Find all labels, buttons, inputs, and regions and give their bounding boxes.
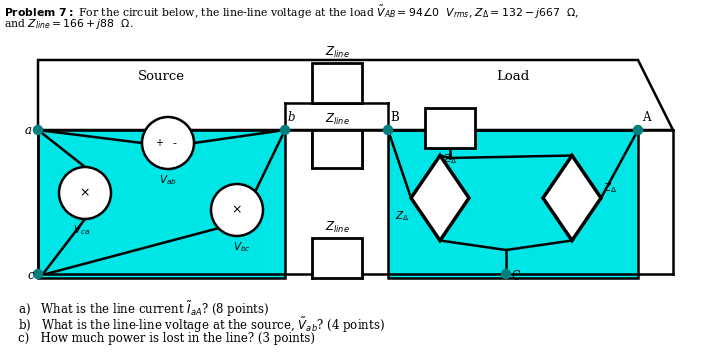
Text: ×: × [232, 203, 242, 217]
Bar [425, 108, 475, 148]
Circle shape [280, 126, 289, 135]
Polygon shape [38, 60, 673, 130]
Circle shape [633, 126, 642, 135]
Text: B: B [390, 111, 399, 124]
Bar [312, 130, 362, 168]
Text: C: C [511, 269, 520, 282]
Text: $Z_{\Delta}$: $Z_{\Delta}$ [443, 152, 457, 166]
Circle shape [33, 126, 42, 135]
Bar [388, 100, 638, 278]
Text: $V_{bc}$: $V_{bc}$ [233, 240, 251, 254]
Text: $V_{ca}$: $V_{ca}$ [73, 223, 90, 237]
Text: and $Z_{line}=166+j88\ \ \Omega$.: and $Z_{line}=166+j88\ \ \Omega$. [4, 17, 133, 31]
Text: c: c [28, 269, 34, 282]
Text: a)   What is the line current $\tilde{I}_{aA}$? (8 points): a) What is the line current $\tilde{I}_{… [18, 300, 270, 319]
Text: +: + [155, 138, 163, 148]
Bar [312, 238, 362, 278]
Text: $Z_{line}$: $Z_{line}$ [325, 220, 349, 235]
Circle shape [501, 269, 510, 278]
Text: $\mathbf{Problem\ 7:}$ For the circuit below, the line-line voltage at the load : $\mathbf{Problem\ 7:}$ For the circuit b… [4, 4, 579, 21]
Circle shape [59, 167, 111, 219]
Polygon shape [411, 155, 469, 241]
Circle shape [211, 184, 263, 236]
Text: $V_{ab}$: $V_{ab}$ [159, 173, 177, 187]
Text: ×: × [80, 186, 90, 199]
Circle shape [383, 126, 393, 135]
Circle shape [142, 117, 194, 169]
Text: b: b [287, 111, 294, 124]
Text: $Z_{line}$: $Z_{line}$ [325, 45, 349, 60]
Text: c)   How much power is lost in the line? (3 points): c) How much power is lost in the line? (… [18, 332, 315, 345]
Polygon shape [543, 155, 601, 241]
Text: Source: Source [138, 71, 185, 83]
Circle shape [33, 269, 42, 278]
Text: b)   What is the line-line voltage at the source, $\tilde{V}_{ab}$? (4 points): b) What is the line-line voltage at the … [18, 316, 385, 335]
Bar [38, 100, 285, 278]
Text: $Z_{\Delta}$: $Z_{\Delta}$ [603, 181, 617, 195]
Text: Load: Load [496, 71, 530, 83]
Text: $Z_{line}$: $Z_{line}$ [325, 112, 349, 127]
Bar [312, 63, 362, 103]
Text: $Z_{\Delta}$: $Z_{\Delta}$ [395, 209, 409, 223]
Text: a: a [25, 123, 32, 136]
Text: A: A [642, 111, 650, 124]
Text: -: - [172, 138, 176, 148]
